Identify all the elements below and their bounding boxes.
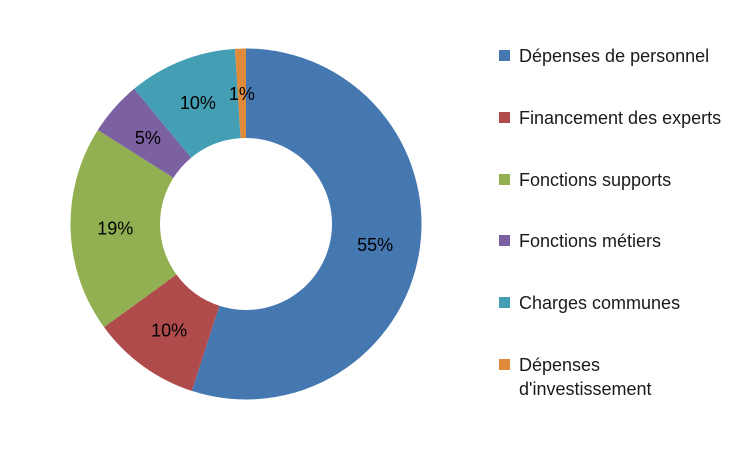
legend-item: Dépenses d'investissement (499, 353, 735, 401)
legend-item: Dépenses de personnel (499, 44, 735, 68)
legend-item-label: Dépenses de personnel (519, 46, 710, 66)
legend-color-swatch (499, 174, 510, 185)
slice-percentage-label: 10% (180, 93, 216, 113)
slice-percentage-label: 19% (97, 219, 133, 239)
legend-item-label: Financement des experts (519, 108, 722, 128)
donut-slice (191, 48, 422, 400)
legend-item: Charges communes (499, 291, 735, 315)
legend-item: Fonctions métiers (499, 229, 735, 253)
slice-percentage-label: 1% (229, 84, 255, 104)
legend-color-swatch (499, 297, 510, 308)
legend-color-swatch (499, 235, 510, 246)
slice-percentage-label: 55% (357, 235, 393, 255)
donut-slice (70, 129, 177, 328)
slice-percentage-label: 5% (135, 128, 161, 148)
donut-slice (104, 274, 220, 391)
donut-slice (234, 48, 246, 139)
legend-item: Fonctions supports (499, 168, 735, 192)
donut-slice (97, 88, 192, 178)
slice-percentage-label: 10% (151, 320, 187, 340)
legend-item-label: Charges communes (519, 293, 681, 313)
legend-item: Financement des experts (499, 106, 735, 130)
legend-color-swatch (499, 112, 510, 123)
donut-slice (134, 48, 241, 158)
legend: Dépenses de personnel Financement des exp… (499, 0, 744, 450)
legend-item-label: Dépenses d'investissement (519, 355, 652, 399)
legend-color-swatch (499, 50, 510, 61)
legend-item-label: Fonctions métiers (519, 231, 662, 251)
legend-item-label: Fonctions supports (519, 170, 672, 190)
legend-color-swatch (499, 359, 510, 370)
